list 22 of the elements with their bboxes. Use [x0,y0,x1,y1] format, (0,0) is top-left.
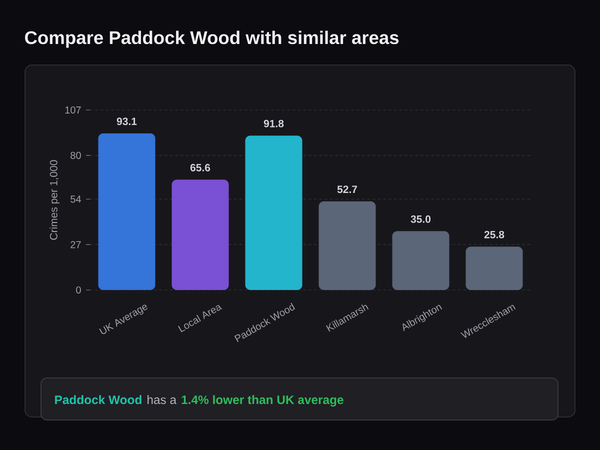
bar [466,246,523,290]
data-label: 25.8 [484,230,504,238]
y-tick-label: 0 [76,286,81,294]
bar [392,231,450,290]
text: 1.4% lower than UK average [182,395,344,407]
data-label: 91.8 [264,120,284,128]
y-tick-label: 54 [70,196,81,203]
bar [172,180,229,290]
bar [245,136,302,290]
y-axis-title: Crimes per 1,000 [50,160,60,240]
bar [98,133,156,290]
y-tick-label: 27 [70,241,81,248]
text: has a [148,395,177,404]
data-label: 65.6 [190,164,210,172]
data-label: 93.1 [116,118,137,126]
y-tick-label: 80 [70,152,81,159]
y-tick-label: 107 [65,106,81,114]
data-label: 52.7 [337,186,357,194]
bar [318,201,376,290]
text: Paddock Wood [55,395,142,404]
chart-title: Compare Paddock Wood with similar areas [25,30,399,48]
data-label: 35.0 [410,215,431,223]
